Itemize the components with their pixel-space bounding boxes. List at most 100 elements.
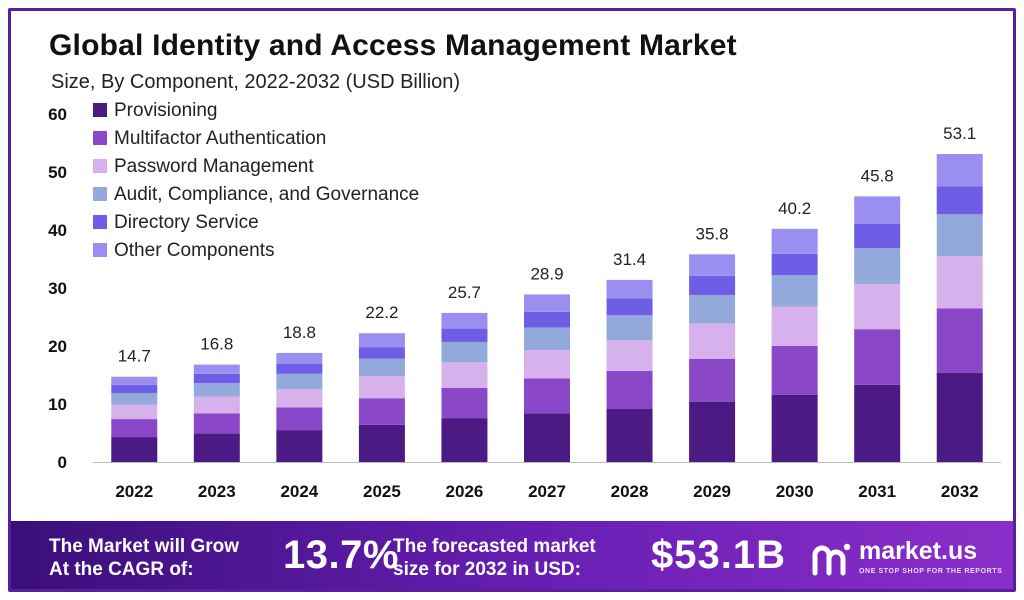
x-tick-label: 2030 xyxy=(776,482,814,501)
legend-label: Directory Service xyxy=(114,212,259,233)
bar-segment xyxy=(441,341,488,363)
bar-segment xyxy=(358,398,405,425)
bar-segment xyxy=(936,214,983,257)
bar-total-label: 35.8 xyxy=(696,224,729,243)
bar-segment xyxy=(524,378,570,414)
bar-segment xyxy=(936,186,983,215)
y-tick-label: 40 xyxy=(48,221,67,240)
bar-segment xyxy=(111,376,158,385)
bar-segment xyxy=(771,394,818,462)
brand-name: market.us xyxy=(859,537,978,565)
bar-total-label: 45.8 xyxy=(861,166,894,185)
x-tick-label: 2028 xyxy=(611,482,649,501)
bar-segment xyxy=(771,228,818,254)
bar-segment xyxy=(193,413,240,434)
bar-segment xyxy=(936,154,983,187)
x-tick-label: 2025 xyxy=(363,482,401,501)
y-tick-label: 10 xyxy=(48,395,67,414)
bar-segment xyxy=(111,419,158,438)
x-tick-label: 2022 xyxy=(115,482,153,501)
legend-swatch xyxy=(93,215,107,229)
bar-segment xyxy=(606,298,653,316)
bar-segment xyxy=(524,327,570,351)
bar-segment xyxy=(358,424,405,462)
x-tick-label: 2029 xyxy=(693,482,731,501)
bar-total-label: 25.7 xyxy=(448,283,481,302)
cagr-caption-line1: The Market will Grow xyxy=(49,536,240,557)
bar-segment xyxy=(689,401,736,462)
x-tick-label: 2032 xyxy=(941,482,979,501)
bar-segment xyxy=(276,407,323,431)
bar-total-label: 53.1 xyxy=(943,124,976,143)
bar-segment xyxy=(441,362,488,388)
bar-segment xyxy=(606,279,653,299)
chart-title: Global Identity and Access Management Ma… xyxy=(49,29,737,62)
chart-subtitle: Size, By Component, 2022-2032 (USD Billi… xyxy=(51,71,461,93)
legend-label: Multifactor Authentication xyxy=(114,128,326,149)
bar-segment xyxy=(524,413,570,462)
market-us-logo-icon xyxy=(812,543,851,576)
brand-logo[interactable]: market.us ONE STOP SHOP FOR THE REPORTS xyxy=(811,537,1011,583)
x-tick-label: 2031 xyxy=(858,482,896,501)
bar-segment xyxy=(524,350,570,379)
bar-segment xyxy=(111,404,158,420)
bar-segment xyxy=(771,346,818,395)
legend-label: Password Management xyxy=(114,156,314,177)
bar-segment xyxy=(689,358,736,402)
y-tick-label: 60 xyxy=(48,105,67,124)
y-tick-label: 20 xyxy=(48,337,67,356)
bar-segment xyxy=(276,430,323,462)
bar-total-label: 40.2 xyxy=(778,199,811,218)
bar-segment xyxy=(441,418,488,462)
bar-segment xyxy=(524,311,570,328)
y-tick-label: 0 xyxy=(58,453,67,472)
legend-swatch xyxy=(93,103,107,117)
bar-segment xyxy=(193,364,240,374)
legend-label: Provisioning xyxy=(114,100,218,121)
bar-segment xyxy=(606,408,653,462)
bar-total-label: 28.9 xyxy=(530,264,563,283)
brand-tagline: ONE STOP SHOP FOR THE REPORTS xyxy=(859,568,1003,575)
forecast-caption: The forecasted market size for 2032 in U… xyxy=(393,535,643,581)
cagr-value: 13.7% xyxy=(283,533,399,577)
bar-segment xyxy=(854,223,901,248)
bar-segment xyxy=(111,437,158,462)
bar-segment xyxy=(441,328,488,342)
bar-segment xyxy=(936,308,983,373)
bar-segment xyxy=(441,312,488,329)
bar-segment xyxy=(358,347,405,359)
bar-segment xyxy=(936,256,983,309)
bar-segment xyxy=(276,352,323,364)
legend-swatch xyxy=(93,243,107,257)
bar-segment xyxy=(111,392,158,405)
x-tick-label: 2027 xyxy=(528,482,566,501)
bar-segment xyxy=(606,370,653,409)
bar-segment xyxy=(276,373,323,389)
bar-segment xyxy=(441,387,488,419)
y-tick-label: 30 xyxy=(48,279,67,298)
bar-segment xyxy=(276,388,323,408)
bar-segment xyxy=(689,294,736,324)
legend-label: Other Components xyxy=(114,240,275,261)
bar-segment xyxy=(854,329,901,385)
bar-total-label: 16.8 xyxy=(200,335,233,354)
bar-segment xyxy=(358,376,405,399)
legend-swatch xyxy=(93,131,107,145)
cagr-caption-line2: At the CAGR of: xyxy=(49,559,194,580)
bar-segment xyxy=(771,253,818,276)
bar-total-label: 18.8 xyxy=(283,323,316,342)
footer-banner: The Market will Grow At the CAGR of: 13.… xyxy=(11,521,1013,589)
forecast-value: $53.1B xyxy=(651,533,786,577)
bar-segment xyxy=(771,275,818,307)
bar-segment xyxy=(111,384,158,393)
bar-segment xyxy=(606,315,653,341)
bar-segment xyxy=(854,196,901,224)
bar-segment xyxy=(689,323,736,359)
bar-segment xyxy=(193,383,240,397)
bar-segment xyxy=(276,363,323,374)
x-tick-label: 2023 xyxy=(198,482,236,501)
bar-segment xyxy=(689,254,736,276)
forecast-caption-line2: size for 2032 in USD: xyxy=(393,559,581,580)
bar-segment xyxy=(854,283,901,330)
bar-segment xyxy=(358,358,405,377)
